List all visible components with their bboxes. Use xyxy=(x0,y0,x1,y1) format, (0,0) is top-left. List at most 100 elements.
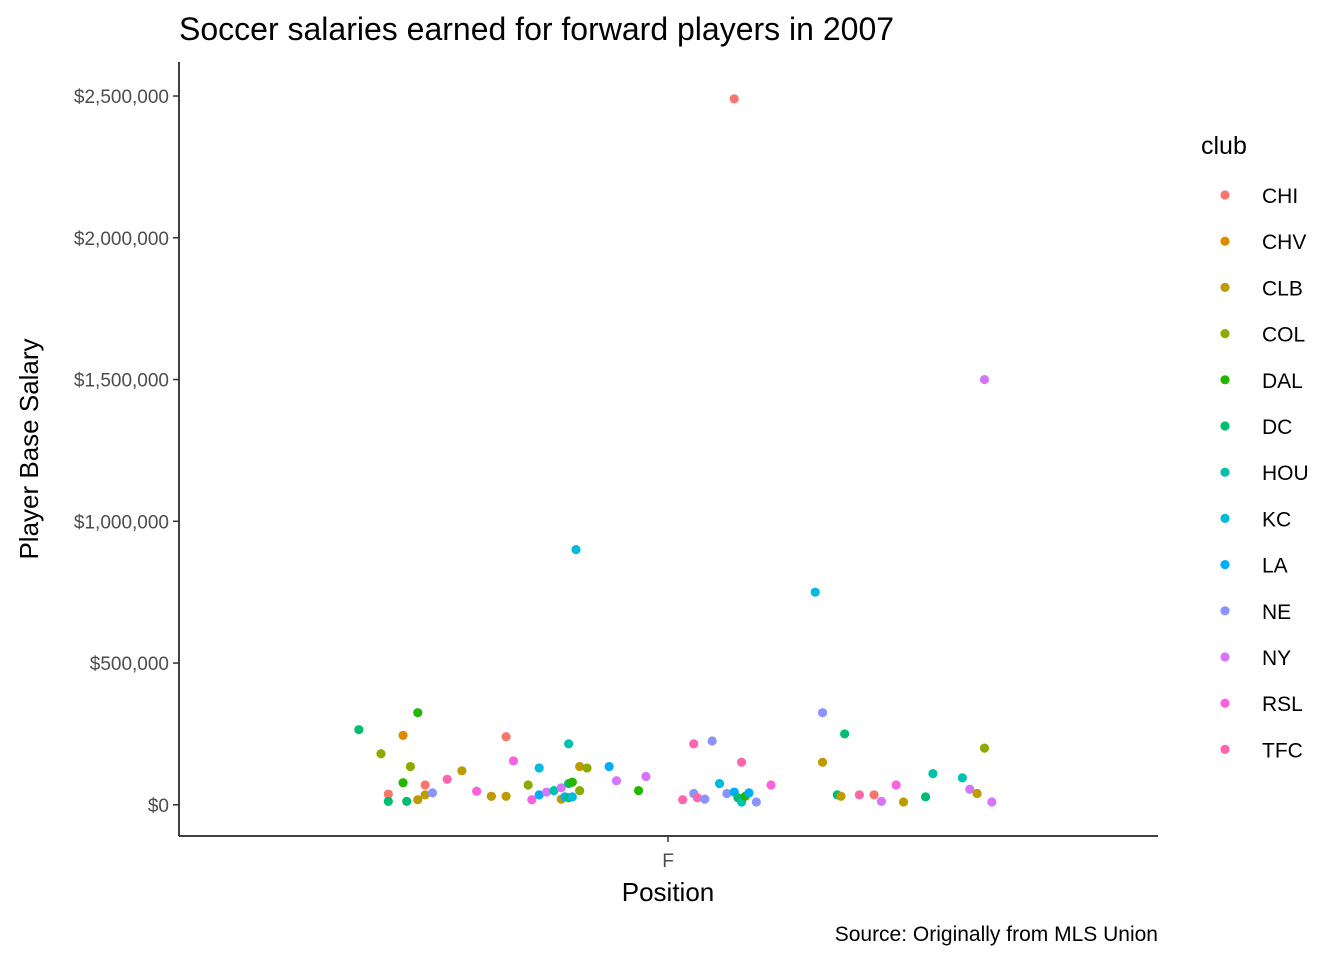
legend-items: CHI CHV CLB COL DAL DC HOU KC LA NE NY RSL TFC xyxy=(1220,185,1309,762)
data-point-ny xyxy=(641,771,651,782)
data-point-rsl xyxy=(527,795,537,805)
data-point-clb xyxy=(413,795,423,805)
legend-item-dal: DAL xyxy=(1220,370,1303,393)
plot-area: $0 $500,000 $1,000,000 $1,500,000 $2,000,000… xyxy=(74,62,1158,872)
data-point-ne xyxy=(427,788,438,798)
data-point-dal xyxy=(633,786,644,796)
data-point-ne xyxy=(722,788,732,799)
data-point-ny xyxy=(541,787,552,797)
data-point-clb xyxy=(972,788,982,799)
data-point-chi xyxy=(501,732,511,742)
legend-label: NY xyxy=(1262,647,1291,670)
data-point-clb xyxy=(420,790,430,800)
data-point-ny xyxy=(611,776,622,786)
data-point-ny xyxy=(965,784,975,794)
y-axis-title: Player Base Salary xyxy=(14,338,44,559)
data-point-chi xyxy=(729,94,739,104)
data-point-dal xyxy=(567,777,577,787)
legend-item-clb: CLB xyxy=(1220,277,1303,300)
data-point-kc xyxy=(571,545,581,555)
data-point-dc xyxy=(402,796,412,807)
legend-key-col xyxy=(1220,329,1230,339)
data-point-chi xyxy=(869,790,879,800)
data-point-kc xyxy=(714,778,725,789)
legend-label: KC xyxy=(1262,508,1291,531)
data-point-ny xyxy=(987,797,997,807)
legend-item-hou: HOU xyxy=(1220,462,1309,485)
legend-label: COL xyxy=(1262,324,1305,347)
legend-label: NE xyxy=(1262,601,1291,624)
data-point-ne xyxy=(817,708,828,718)
data-point-tfc xyxy=(442,774,452,784)
legend-label: CLB xyxy=(1262,277,1303,300)
legend-key-chi xyxy=(1220,190,1230,200)
legend-key-rsl xyxy=(1220,698,1230,708)
legend-key-kc xyxy=(1220,513,1230,524)
legend-label: CHV xyxy=(1262,231,1306,254)
y-tick-label: $1,000,000 xyxy=(74,512,169,533)
data-point-col xyxy=(405,761,415,772)
y-tick-label: $2,500,000 xyxy=(74,87,169,108)
data-point-hou xyxy=(549,786,559,796)
data-point-col xyxy=(376,749,386,759)
data-points xyxy=(354,94,997,807)
data-point-kc xyxy=(567,792,577,802)
data-point-tfc xyxy=(737,757,747,767)
data-point-tfc xyxy=(678,795,688,805)
data-point-dal xyxy=(398,778,408,788)
legend-label: RSL xyxy=(1262,693,1303,716)
legend-item-tfc: TFC xyxy=(1220,739,1303,762)
data-point-clb xyxy=(457,766,467,776)
data-point-dc xyxy=(354,725,364,735)
y-tick-label: $1,500,000 xyxy=(74,371,169,392)
data-point-la xyxy=(604,761,614,772)
legend-key-clb xyxy=(1220,282,1230,292)
data-point-dc xyxy=(840,729,850,739)
data-point-col xyxy=(575,786,585,796)
legend-item-chi: CHI xyxy=(1220,185,1298,208)
data-point-tfc xyxy=(854,790,864,800)
data-point-col xyxy=(979,743,990,753)
legend-item-ne: NE xyxy=(1220,601,1291,624)
legend-label: CHI xyxy=(1262,185,1298,208)
y-tick-label: $500,000 xyxy=(90,654,169,675)
legend-key-ny xyxy=(1220,652,1230,662)
data-point-chv xyxy=(398,730,408,740)
legend-item-kc: KC xyxy=(1220,508,1291,531)
data-point-hou xyxy=(564,739,574,749)
data-point-rsl xyxy=(472,786,482,796)
legend-item-la: LA xyxy=(1220,555,1288,578)
data-point-rsl xyxy=(891,780,901,790)
data-point-ny xyxy=(556,783,566,793)
legend-label: LA xyxy=(1262,555,1288,578)
data-point-ny xyxy=(876,796,887,807)
legend-label: TFC xyxy=(1262,739,1303,762)
chart-title: Soccer salaries earned for forward playe… xyxy=(179,11,894,47)
data-point-clb xyxy=(817,757,828,767)
data-point-ne xyxy=(751,797,761,807)
data-point-dal xyxy=(413,708,423,718)
legend-title: club xyxy=(1201,132,1247,160)
data-point-col xyxy=(582,763,592,773)
legend-label: DAL xyxy=(1262,370,1303,393)
data-point-ny xyxy=(979,374,990,385)
legend-item-col: COL xyxy=(1220,324,1305,347)
data-point-clb xyxy=(836,791,846,801)
legend-key-hou xyxy=(1220,467,1230,477)
legend-key-ne xyxy=(1220,606,1230,616)
legend-item-ny: NY xyxy=(1220,647,1291,670)
legend-label: DC xyxy=(1262,416,1292,439)
x-axis-title: Position xyxy=(622,877,715,907)
y-tick-label: $2,000,000 xyxy=(74,229,169,250)
data-point-clb xyxy=(501,791,511,801)
data-point-hou xyxy=(928,769,938,779)
data-point-dc xyxy=(383,796,393,807)
data-point-ne xyxy=(700,794,710,804)
legend-key-dal xyxy=(1220,375,1230,385)
data-point-tfc xyxy=(689,739,699,749)
data-point-kc xyxy=(534,763,544,773)
data-point-rsl xyxy=(766,780,776,790)
data-point-clb xyxy=(486,791,496,801)
data-point-tfc xyxy=(692,793,703,803)
